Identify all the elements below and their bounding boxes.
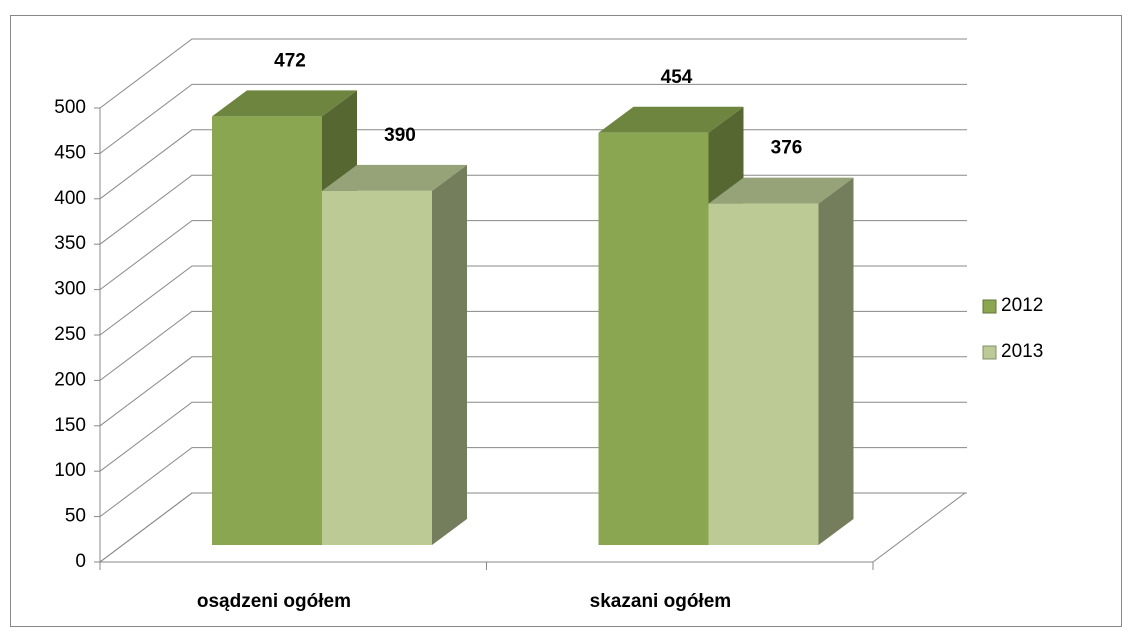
y-tick-label: 450 <box>54 142 86 163</box>
y-tick-label: 200 <box>54 369 86 390</box>
data-label: 454 <box>661 67 693 88</box>
data-label: 390 <box>384 125 416 146</box>
bar <box>708 203 819 546</box>
grid-line <box>99 83 967 154</box>
y-tick-label: 400 <box>54 188 86 209</box>
bar-top <box>212 90 357 117</box>
y-tick-label: 350 <box>54 233 86 254</box>
y-tick-label: 250 <box>54 324 86 345</box>
bar <box>598 132 709 545</box>
bar-top <box>322 164 467 191</box>
bar-side <box>818 177 854 546</box>
y-tick-label: 0 <box>75 551 86 572</box>
legend-swatch <box>982 299 997 314</box>
grid-line <box>99 38 967 109</box>
legend-swatch <box>982 345 997 360</box>
y-tick-label: 150 <box>54 415 86 436</box>
y-tick-label: 50 <box>65 506 86 527</box>
y-tick-label: 300 <box>54 279 86 300</box>
y-tick-label: 500 <box>54 97 86 118</box>
x-tick-label: osądzeni ogółem <box>197 591 351 612</box>
legend-label: 2013 <box>1001 341 1043 362</box>
bar <box>322 190 432 545</box>
legend-label: 2012 <box>1001 295 1043 316</box>
x-tick-label: skazani ogółem <box>590 591 732 612</box>
chart-border <box>10 15 1122 627</box>
bar <box>212 116 322 545</box>
bar-top <box>708 177 854 204</box>
y-tick-label: 100 <box>54 460 86 481</box>
bar-side <box>432 164 467 545</box>
bar-top <box>598 106 744 133</box>
data-label: 376 <box>771 138 803 159</box>
data-label: 472 <box>274 50 306 71</box>
